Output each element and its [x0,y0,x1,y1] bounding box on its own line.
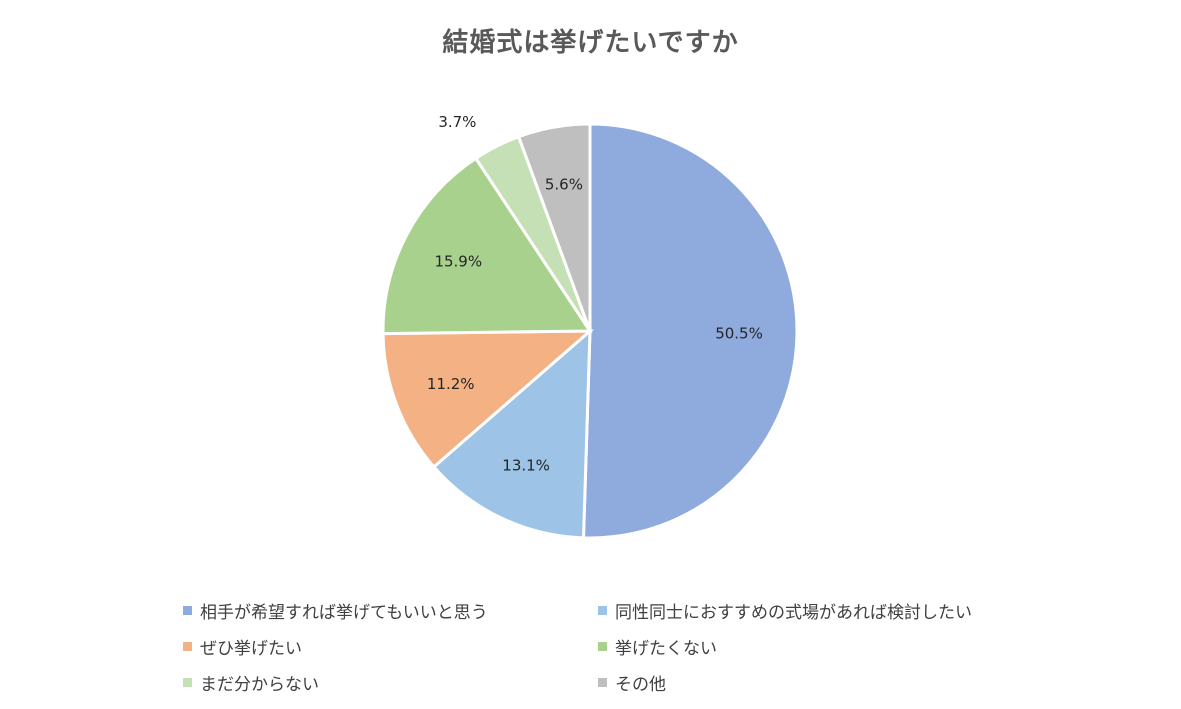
legend-swatch [183,678,192,687]
chart-title: 結婚式は挙げたいですか [442,28,739,58]
data-label-5: 3.7% [438,113,476,131]
legend-item-2: 同性同士におすすめの式場があれば検討したい [598,598,972,623]
legend-swatch [183,642,192,651]
pie-data-labels: 50.5% 13.1% 11.2% 15.9% 3.7% 5.6% [427,113,763,475]
legend-item-5: まだ分からない [183,670,319,695]
pie-slice-3 [381,329,595,470]
legend-label: 相手が希望すれば挙げてもいいと思う [200,603,488,623]
legend-label: 挙げたくない [615,639,717,659]
legend-item-6: その他 [598,670,666,695]
legend-swatch [598,606,607,615]
data-label-6: 5.6% [545,175,583,193]
pie-slice-1 [581,122,799,540]
pie-slice-4 [381,156,593,336]
legend-label: その他 [615,675,666,695]
pie-slices [381,122,799,540]
legend-item-1: 相手が希望すれば挙げてもいいと思う [183,598,488,623]
legend-label: ぜひ挙げたい [200,639,302,659]
data-label-2: 13.1% [502,457,550,475]
legend-item-3: ぜひ挙げたい [183,634,302,659]
legend-item-4: 挙げたくない [598,634,717,659]
legend-swatch [598,642,607,651]
data-label-4: 15.9% [434,252,482,270]
legend-label: まだ分からない [200,675,319,695]
pie-slice-2 [431,327,592,540]
data-label-1: 50.5% [715,324,763,342]
data-label-3: 11.2% [427,375,475,393]
pie-slice-6 [516,122,592,332]
legend-label: 同性同士におすすめの式場があれば検討したい [615,603,972,623]
legend-swatch [598,678,607,687]
legend-swatch [183,606,192,615]
